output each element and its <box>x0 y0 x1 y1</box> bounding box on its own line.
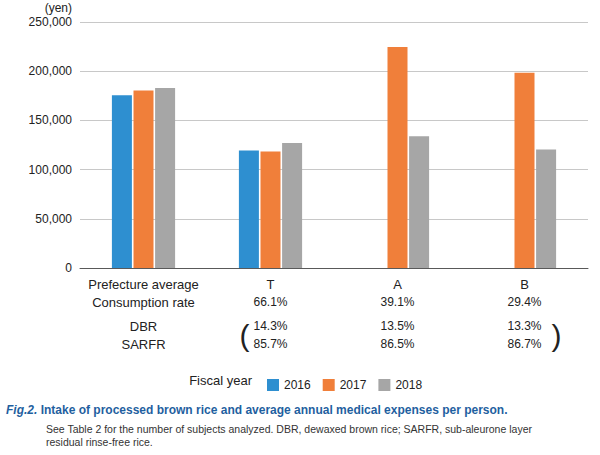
svg-text:2016: 2016 <box>284 378 311 392</box>
svg-text:SARFR: SARFR <box>121 337 165 352</box>
svg-text:66.1%: 66.1% <box>253 295 287 309</box>
svg-text:39.1%: 39.1% <box>380 295 414 309</box>
svg-text:Fiscal year: Fiscal year <box>189 373 253 388</box>
svg-text:T: T <box>267 277 275 292</box>
svg-text:2017: 2017 <box>340 378 367 392</box>
svg-text:A: A <box>393 277 402 292</box>
svg-text:Intake of processed brown rice: Intake of processed brown rice and avera… <box>41 403 508 417</box>
svg-text:(yen): (yen) <box>45 1 72 15</box>
svg-text:13.5%: 13.5% <box>380 319 414 333</box>
svg-text:85.7%: 85.7% <box>253 337 287 351</box>
svg-text:150,000: 150,000 <box>29 113 73 127</box>
svg-text:100,000: 100,000 <box>29 163 73 177</box>
svg-text:Prefecture average: Prefecture average <box>88 277 199 292</box>
svg-text:50,000: 50,000 <box>35 212 72 226</box>
svg-text:29.4%: 29.4% <box>507 295 541 309</box>
svg-text:14.3%: 14.3% <box>253 319 287 333</box>
svg-text:B: B <box>520 277 529 292</box>
svg-text:See Table 2 for the number of: See Table 2 for the number of subjects a… <box>46 423 535 435</box>
svg-text:): ) <box>552 319 562 352</box>
svg-text:250,000: 250,000 <box>29 15 73 29</box>
svg-text:86.7%: 86.7% <box>507 337 541 351</box>
svg-text:13.3%: 13.3% <box>507 319 541 333</box>
svg-text:Fig.2.: Fig.2. <box>6 403 37 417</box>
svg-text:2018: 2018 <box>395 378 422 392</box>
svg-text:residual rinse-free rice.: residual rinse-free rice. <box>46 436 153 448</box>
svg-text:200,000: 200,000 <box>29 64 73 78</box>
svg-text:Consumption rate: Consumption rate <box>92 295 195 310</box>
svg-text:86.5%: 86.5% <box>380 337 414 351</box>
svg-text:0: 0 <box>65 261 72 275</box>
svg-text:DBR: DBR <box>130 319 157 334</box>
svg-text:(: ( <box>240 319 250 352</box>
